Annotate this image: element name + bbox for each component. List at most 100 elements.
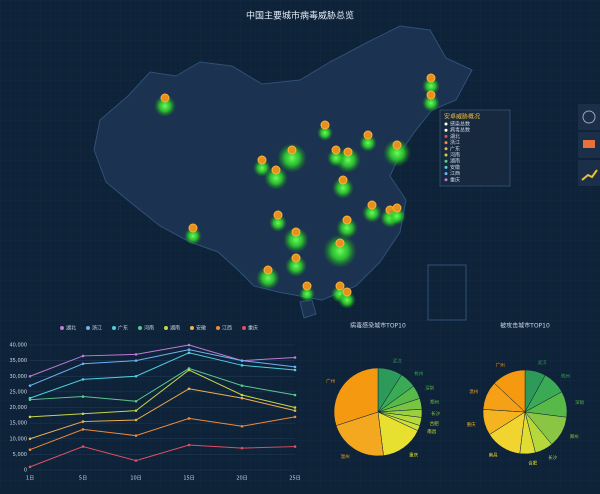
- point: [293, 365, 297, 369]
- slice-label: 南昌: [427, 428, 436, 435]
- x-tick-label: 20日: [236, 476, 247, 482]
- series-line: [29, 349, 296, 387]
- pin-glow: [317, 125, 333, 141]
- legend-label: 安徽: [196, 325, 206, 332]
- point: [293, 409, 297, 412]
- point: [187, 348, 191, 351]
- legend-dot: [444, 141, 448, 145]
- legend-dot: [444, 122, 448, 126]
- pin-glow: [285, 255, 307, 277]
- legend-label: 江西: [222, 325, 232, 332]
- pin-glow: [422, 77, 440, 95]
- pin: [342, 287, 352, 297]
- slice-label: 重庆: [409, 451, 418, 458]
- legend-label: 广东: [118, 325, 128, 332]
- point: [28, 374, 32, 378]
- slice-label: 武汉: [393, 358, 402, 365]
- legend-dot: [444, 178, 448, 182]
- pin-glow: [323, 234, 357, 268]
- point: [134, 399, 138, 403]
- legend-dot: [444, 147, 448, 151]
- x-tick-label: 5日: [79, 476, 87, 482]
- point: [134, 359, 138, 362]
- y-tick-label: 25,000: [10, 389, 28, 395]
- slice-label: 南昌: [489, 452, 498, 459]
- slice-label: 广州: [496, 362, 505, 369]
- point: [293, 356, 297, 359]
- legend-item: 浙江: [450, 139, 460, 146]
- pin-glow: [327, 149, 345, 167]
- legend-item: 河南: [450, 152, 460, 159]
- pin-glow: [388, 207, 406, 225]
- y-tick-label: 0: [24, 468, 27, 474]
- series-line: [29, 344, 296, 377]
- point: [293, 415, 297, 419]
- y-tick-label: 10,000: [10, 436, 28, 442]
- legend-item: 安徽: [450, 164, 460, 171]
- legend-item: 湖南: [450, 158, 460, 165]
- pin-glow: [299, 286, 315, 302]
- point: [28, 437, 32, 441]
- pie-slice: [333, 367, 379, 426]
- pin: [335, 281, 345, 291]
- point: [187, 351, 191, 355]
- series-line: [29, 444, 296, 468]
- point: [81, 412, 85, 416]
- slice-label: 温州: [341, 453, 350, 460]
- slice-label: 广州: [326, 377, 335, 384]
- pin-glow: [362, 203, 382, 223]
- point: [240, 446, 244, 450]
- pin: [426, 73, 436, 83]
- point: [187, 343, 191, 347]
- point: [187, 387, 191, 391]
- point: [81, 378, 85, 381]
- point: [293, 368, 297, 372]
- legend-dot: [444, 134, 448, 138]
- legend-dot: [444, 172, 448, 176]
- pin: [367, 200, 377, 210]
- pin: [392, 140, 402, 150]
- pin: [335, 238, 345, 248]
- legend-label: 河南: [144, 325, 154, 332]
- legend-label: 重庆: [248, 325, 258, 332]
- y-tick-label: 5,000: [13, 452, 27, 458]
- slice-label: 温州: [469, 388, 478, 395]
- point: [81, 395, 85, 398]
- point: [81, 362, 85, 366]
- pin: [320, 120, 330, 130]
- slice-label: 郑州: [570, 433, 579, 440]
- point: [187, 368, 191, 372]
- legend-label: 浙江: [92, 325, 102, 332]
- point: [293, 445, 297, 448]
- point: [28, 448, 32, 451]
- slice-label: 深圳: [425, 384, 434, 391]
- legend-dot: [444, 153, 448, 157]
- pie-title: 被攻击城市TOP10: [500, 322, 550, 330]
- y-tick-label: 20,000: [10, 405, 28, 411]
- tool-button[interactable]: [578, 104, 600, 130]
- point: [134, 374, 138, 378]
- point: [240, 393, 244, 397]
- point: [240, 396, 244, 400]
- point: [28, 398, 32, 401]
- legend-label: 湖南: [170, 325, 180, 332]
- legend-item: 湖北: [450, 133, 460, 140]
- pin-glow: [253, 159, 271, 177]
- slice-label: 重庆: [467, 421, 476, 428]
- series-line: [29, 416, 296, 451]
- point: [81, 445, 85, 448]
- legend-marker: [190, 326, 194, 330]
- tool-button[interactable]: [578, 160, 600, 186]
- slice-label: 合肥: [528, 459, 537, 466]
- pin: [188, 223, 198, 233]
- point: [187, 417, 191, 420]
- pin-glow: [359, 134, 377, 152]
- legend-marker: [60, 326, 64, 330]
- point: [28, 415, 32, 419]
- south-sea-inset: [427, 264, 467, 321]
- pin-glow: [283, 227, 309, 253]
- map-legend: [439, 109, 511, 187]
- legend-label: 湖北: [66, 325, 76, 332]
- pin-glow: [269, 214, 287, 232]
